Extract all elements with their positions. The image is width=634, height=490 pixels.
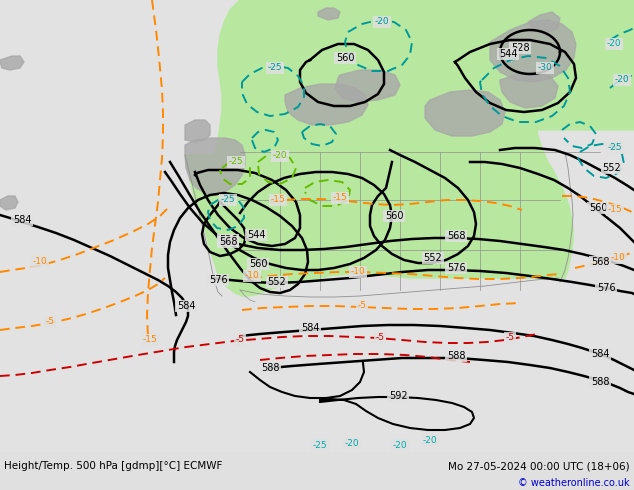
Polygon shape xyxy=(500,72,558,108)
Text: -15: -15 xyxy=(607,205,623,215)
Polygon shape xyxy=(528,12,560,32)
Text: 576: 576 xyxy=(209,275,228,285)
Text: 576: 576 xyxy=(447,263,465,273)
Text: 560: 560 xyxy=(589,203,607,213)
Text: -20: -20 xyxy=(423,436,437,444)
Text: 584: 584 xyxy=(591,349,609,359)
Text: 584: 584 xyxy=(177,301,195,311)
Text: -5: -5 xyxy=(358,301,366,311)
Text: 552: 552 xyxy=(603,163,621,173)
Text: 584: 584 xyxy=(301,323,320,333)
Text: -20: -20 xyxy=(375,18,389,26)
Text: 584: 584 xyxy=(13,215,31,225)
Text: 536: 536 xyxy=(219,235,237,245)
Text: 588: 588 xyxy=(447,351,465,361)
Text: 592: 592 xyxy=(389,391,407,401)
Polygon shape xyxy=(425,90,505,136)
Text: 528: 528 xyxy=(511,43,529,53)
Text: -5: -5 xyxy=(505,334,515,343)
Text: -25: -25 xyxy=(313,441,327,449)
Text: 544: 544 xyxy=(247,230,265,240)
Polygon shape xyxy=(185,0,634,296)
Polygon shape xyxy=(285,84,368,125)
Text: 588: 588 xyxy=(591,377,609,387)
Polygon shape xyxy=(185,138,245,195)
Text: -15: -15 xyxy=(271,196,285,204)
Polygon shape xyxy=(490,20,576,82)
Polygon shape xyxy=(185,120,210,142)
Text: 552: 552 xyxy=(424,253,443,263)
Text: 560: 560 xyxy=(249,259,268,269)
Polygon shape xyxy=(318,8,340,20)
Text: 544: 544 xyxy=(499,49,517,59)
Text: -25: -25 xyxy=(221,196,235,204)
Text: -10: -10 xyxy=(32,258,48,267)
Polygon shape xyxy=(0,56,24,70)
Text: -30: -30 xyxy=(538,64,552,73)
Text: 560: 560 xyxy=(336,53,354,63)
Text: Height/Temp. 500 hPa [gdmp][°C] ECMWF: Height/Temp. 500 hPa [gdmp][°C] ECMWF xyxy=(4,462,223,471)
Text: -25: -25 xyxy=(229,157,243,167)
Text: 588: 588 xyxy=(261,363,279,373)
Polygon shape xyxy=(335,70,400,102)
Text: -20: -20 xyxy=(273,151,287,161)
Text: 560: 560 xyxy=(385,211,403,221)
Text: 568: 568 xyxy=(219,237,237,247)
Text: © weatheronline.co.uk: © weatheronline.co.uk xyxy=(519,478,630,488)
Text: -20: -20 xyxy=(607,40,621,49)
Text: -25: -25 xyxy=(268,64,282,73)
Text: 568: 568 xyxy=(447,231,465,241)
Text: -20: -20 xyxy=(392,441,407,449)
Text: -5: -5 xyxy=(46,318,55,326)
Text: -15: -15 xyxy=(143,336,157,344)
Text: -5: -5 xyxy=(235,336,245,344)
Text: Mo 27-05-2024 00:00 UTC (18+06): Mo 27-05-2024 00:00 UTC (18+06) xyxy=(448,462,630,471)
Text: -10: -10 xyxy=(611,253,625,263)
Polygon shape xyxy=(0,196,18,210)
Text: -20: -20 xyxy=(615,75,630,84)
Text: -25: -25 xyxy=(607,144,623,152)
Text: -5: -5 xyxy=(375,334,384,343)
Text: -10: -10 xyxy=(245,271,259,280)
Text: -20: -20 xyxy=(345,439,359,447)
Text: 576: 576 xyxy=(597,283,616,293)
Text: -10: -10 xyxy=(351,268,365,276)
Text: 568: 568 xyxy=(591,257,609,267)
Text: 552: 552 xyxy=(268,277,287,287)
Text: -15: -15 xyxy=(333,194,347,202)
